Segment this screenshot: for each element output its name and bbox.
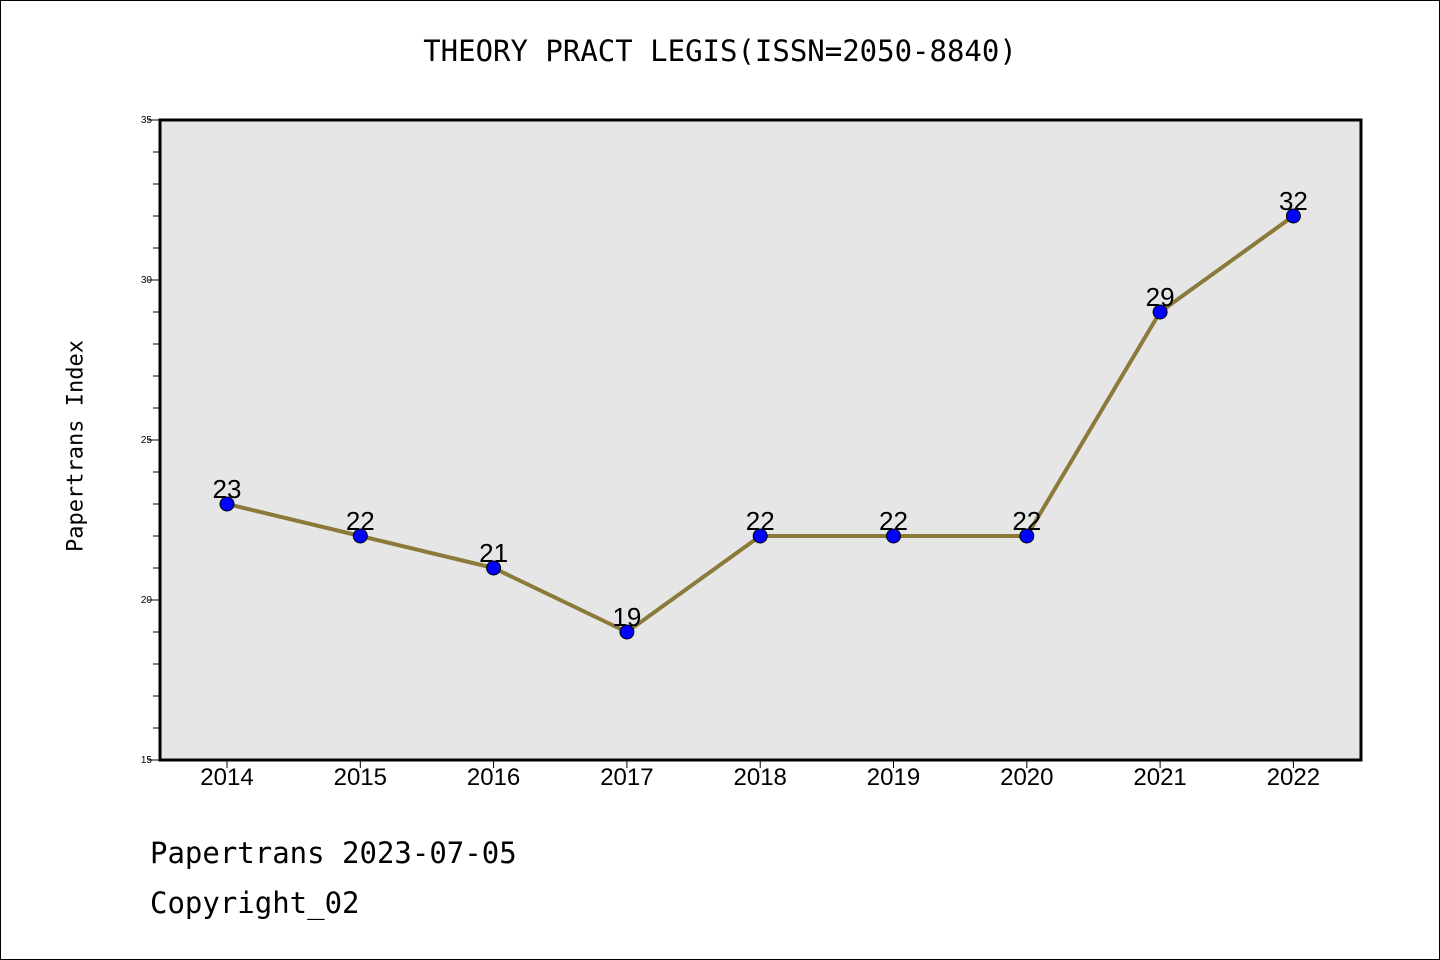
x-tick-label: 2015 (334, 764, 387, 791)
data-point (619, 624, 635, 640)
footer-date: Papertrans 2023-07-05 (150, 836, 517, 870)
data-point (886, 528, 901, 544)
data-label: 23 (213, 474, 242, 504)
plot-area (158, 118, 1363, 762)
y-tick-label: 30 (141, 275, 153, 286)
y-tick-label: 35 (141, 115, 153, 126)
chart-title: THEORY PRACT LEGIS(ISSN=2050-8840) (423, 34, 1017, 68)
data-point (1285, 208, 1301, 224)
x-tick-label: 2021 (1133, 764, 1186, 791)
data-label: 19 (612, 602, 641, 632)
data-label: 22 (1012, 506, 1041, 536)
data-label: 22 (346, 506, 375, 536)
footer-copyright: Copyright_02 (150, 886, 360, 920)
data-label: 29 (1146, 282, 1175, 312)
y-tick-label: 20 (141, 595, 153, 606)
data-point (1019, 528, 1035, 544)
x-tick-label: 2020 (1000, 764, 1053, 791)
data-label: 32 (1279, 186, 1308, 216)
data-point (1152, 304, 1168, 320)
x-tick-label: 2014 (200, 764, 253, 791)
x-tick-label: 2017 (600, 764, 653, 791)
data-point (752, 528, 768, 544)
x-tick-label: 2019 (867, 764, 920, 791)
series-group (219, 208, 1301, 640)
x-tick-label: 2022 (1267, 764, 1320, 791)
data-point (352, 528, 368, 544)
data-label: 22 (879, 506, 908, 536)
y-tick-label: 15 (141, 755, 153, 766)
data-point (486, 560, 502, 576)
data-label: 21 (479, 538, 508, 568)
x-axis: 2014 2015 2016 2017 2018 2019 2020 2021 2022 (200, 760, 1320, 791)
data-labels: 23 22 21 19 22 22 22 29 32 (213, 186, 1308, 632)
x-tick-label: 2016 (467, 764, 520, 791)
y-axis: 15 20 25 30 35 (141, 115, 160, 766)
x-tick-label: 2018 (734, 764, 787, 791)
data-point (219, 496, 235, 512)
y-tick-label: 25 (141, 435, 153, 446)
data-label: 22 (746, 506, 775, 536)
